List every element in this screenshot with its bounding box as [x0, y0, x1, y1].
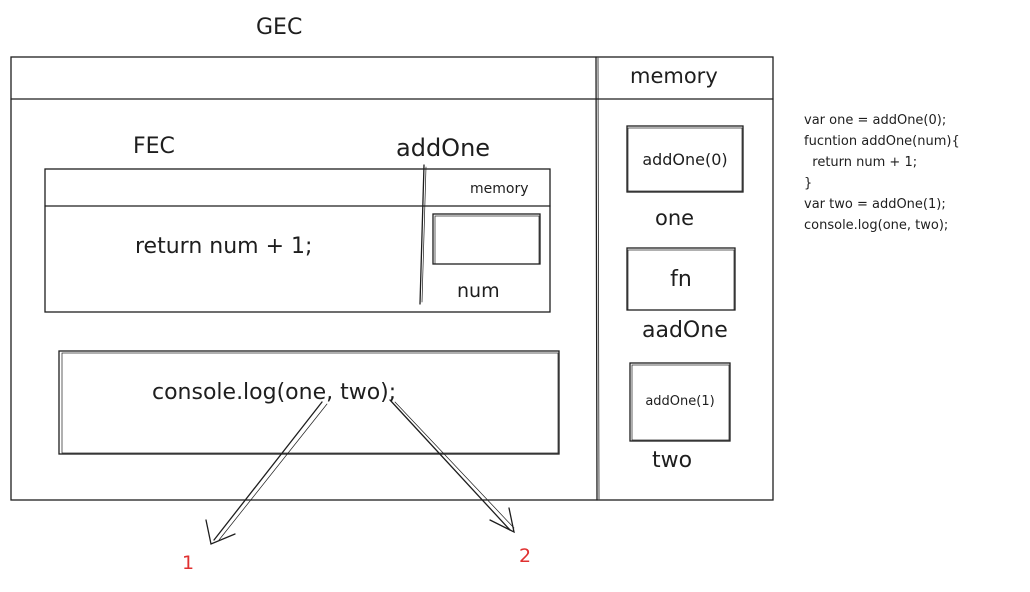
fec-title: FEC [133, 134, 175, 159]
source-line: fucntion addOne(num){ [804, 134, 960, 149]
fec-function-name: addOne [396, 134, 491, 162]
fec-var-num: num [457, 280, 500, 302]
fec-memory-header: memory [470, 181, 529, 197]
gec-code-box [58, 350, 560, 455]
memory-name-two: two [652, 448, 693, 473]
arrow-two [389, 399, 511, 531]
fec-memory-divider [419, 164, 425, 305]
gec-title: GEC [256, 15, 303, 40]
memory-name-one: one [655, 206, 695, 230]
fec-box [44, 168, 551, 313]
memory-cell-one [626, 125, 744, 193]
gec-memory-header: memory [630, 64, 718, 88]
memory-cell-two [629, 362, 731, 442]
memory-value-two: addOne(1) [645, 394, 715, 409]
source-line: } [804, 176, 813, 191]
output-two: 2 [519, 545, 532, 567]
source-line: return num + 1; [804, 155, 918, 170]
source-line: console.log(one, two); [804, 218, 949, 233]
gec-box [10, 56, 774, 501]
memory-value-addone: fn [670, 267, 692, 292]
output-one: 1 [182, 552, 195, 574]
gec-code: console.log(one, two); [152, 380, 397, 405]
fec-code: return num + 1; [135, 234, 313, 259]
memory-name-addone: aadOne [642, 318, 728, 343]
fec-memory-cell-num [432, 213, 541, 265]
gec-memory-divider [595, 56, 598, 501]
memory-value-one: addOne(0) [642, 150, 728, 169]
source-code: var one = addOne(0); fucntion addOne(num… [804, 110, 960, 236]
source-line: var two = addOne(1); [804, 197, 946, 212]
arrow-one [213, 401, 323, 541]
source-line: var one = addOne(0); [804, 113, 947, 128]
